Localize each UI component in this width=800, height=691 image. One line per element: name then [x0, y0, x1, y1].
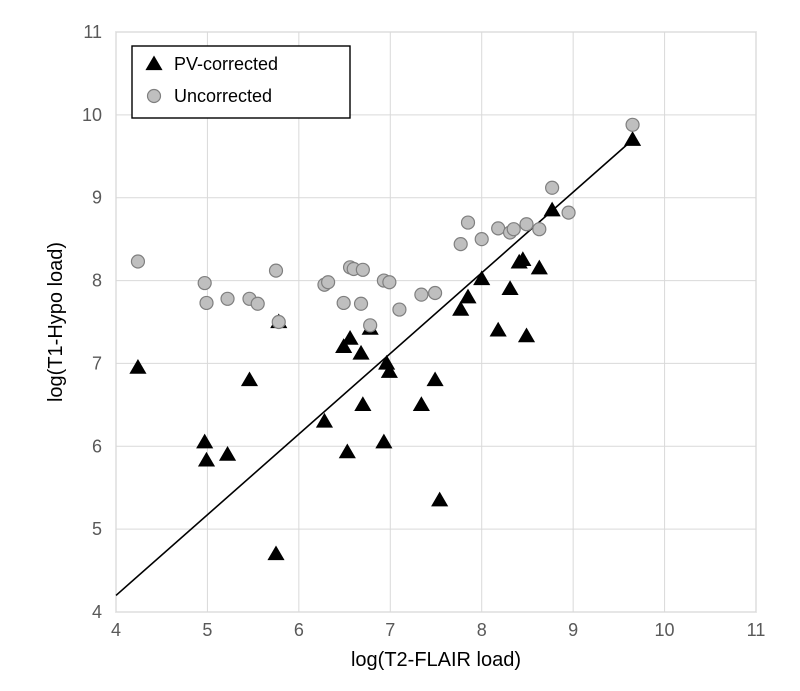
marker-circle — [507, 223, 520, 236]
x-tick-label: 7 — [385, 620, 395, 640]
marker-circle — [492, 222, 505, 235]
x-tick-label: 6 — [294, 620, 304, 640]
marker-circle — [520, 218, 533, 231]
marker-circle — [148, 90, 161, 103]
y-tick-label: 9 — [92, 188, 102, 208]
marker-circle — [322, 276, 335, 289]
y-tick-label: 7 — [92, 353, 102, 373]
y-tick-label: 8 — [92, 271, 102, 291]
marker-circle — [251, 297, 264, 310]
plot-area — [116, 32, 756, 612]
y-tick-label: 10 — [82, 105, 102, 125]
marker-circle — [270, 264, 283, 277]
marker-circle — [626, 118, 639, 131]
marker-circle — [562, 206, 575, 219]
marker-circle — [355, 297, 368, 310]
marker-circle — [533, 223, 546, 236]
marker-circle — [415, 288, 428, 301]
marker-circle — [221, 292, 234, 305]
marker-circle — [356, 263, 369, 276]
y-tick-label: 4 — [92, 602, 102, 622]
marker-circle — [475, 233, 488, 246]
scatter-chart: 4 5 6 7 8 9 10 11 4 5 6 7 8 9 10 11 log(T2-FLAIR load) lo… — [0, 0, 800, 691]
marker-circle — [429, 287, 442, 300]
y-tick-label: 6 — [92, 436, 102, 456]
marker-circle — [454, 238, 467, 251]
y-axis-label: log(T1-Hypo load) — [45, 242, 67, 402]
legend-label: PV-corrected — [174, 54, 278, 74]
marker-circle — [200, 296, 213, 309]
x-tick-label: 9 — [568, 620, 578, 640]
x-tick-label: 11 — [747, 620, 766, 640]
x-tick-label: 4 — [111, 620, 121, 640]
marker-circle — [337, 296, 350, 309]
marker-circle — [272, 316, 285, 329]
x-tick-label: 10 — [655, 620, 675, 640]
marker-circle — [462, 216, 475, 229]
y-tick-label: 11 — [83, 22, 102, 42]
marker-circle — [198, 277, 211, 290]
marker-circle — [131, 255, 144, 268]
marker-circle — [364, 319, 377, 332]
x-axis-label: log(T2-FLAIR load) — [351, 649, 521, 671]
marker-circle — [546, 181, 559, 194]
x-tick-label: 5 — [202, 620, 212, 640]
marker-circle — [393, 303, 406, 316]
y-tick-label: 5 — [92, 519, 102, 539]
x-tick-label: 8 — [477, 620, 487, 640]
marker-circle — [383, 276, 396, 289]
legend: PV-corrected Uncorrected — [132, 46, 350, 118]
legend-label: Uncorrected — [174, 86, 272, 106]
